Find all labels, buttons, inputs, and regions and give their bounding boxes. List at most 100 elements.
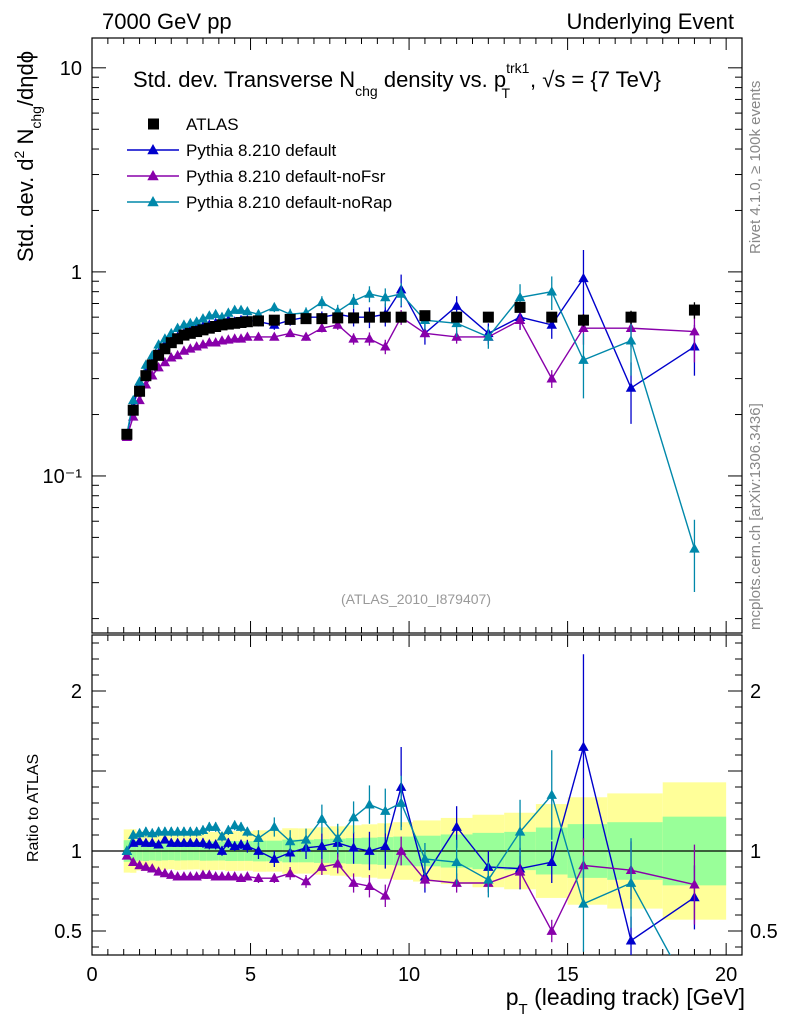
ratio-point-pythia-8-210-default — [364, 845, 375, 855]
data-point-pythia-8-210-default-norap — [197, 313, 209, 323]
data-point-pythia-8-210-default-norap — [210, 308, 221, 319]
data-point-atlas — [379, 311, 391, 323]
ratio-point-pythia-8-210-default-norap — [269, 821, 280, 831]
ratio-point-pythia-8-210-default-nofsr — [153, 866, 164, 876]
data-point-pythia-8-210-default-norap — [223, 307, 234, 317]
data-point-pythia-8-210-default — [625, 382, 637, 392]
ratio-point-pythia-8-210-default-norap — [223, 824, 234, 835]
plot-frames — [91, 37, 743, 956]
data-point-atlas — [134, 385, 146, 397]
data-point-atlas — [395, 311, 407, 323]
data-point-pythia-8-210-default-norap — [269, 301, 280, 312]
data-point-pythia-8-210-default-nofsr — [284, 327, 296, 338]
data-point-atlas — [316, 313, 328, 325]
data-point-atlas — [203, 322, 215, 334]
ratio-point-pythia-8-210-default-nofsr — [689, 879, 700, 889]
header-left: 7000 GeV pp — [102, 9, 232, 34]
ratio-point-pythia-8-210-default-nofsr — [380, 890, 391, 900]
data-point-atlas — [184, 327, 196, 339]
ratio-point-pythia-8-210-default — [147, 837, 158, 847]
ratio-point-pythia-8-210-default-nofsr — [242, 871, 253, 881]
data-point-atlas — [191, 326, 203, 338]
data-point-atlas — [178, 329, 190, 341]
ratio-point-pythia-8-210-default-nofsr — [269, 872, 280, 883]
data-point-pythia-8-210-default-norap — [483, 331, 494, 341]
ratio-point-pythia-8-210-default-norap — [197, 824, 209, 835]
ratio-point-pythia-8-210-default — [269, 853, 280, 863]
data-point-atlas — [159, 343, 171, 355]
ratio-point-pythia-8-210-default-nofsr — [204, 869, 215, 879]
ratio-tick-label: 2 — [71, 681, 82, 703]
main-plot-frame — [91, 37, 743, 634]
ratio-tick-label: 1 — [71, 841, 82, 863]
chart-title: Std. dev. Transverse Nchg density vs. pt… — [133, 60, 661, 101]
ratio-point-pythia-8-210-default-norap — [229, 819, 240, 830]
ratio-point-pythia-8-210-default — [197, 837, 209, 847]
ratio-point-pythia-8-210-default-norap — [235, 821, 247, 831]
ratio-point-pythia-8-210-default-nofsr — [364, 880, 375, 891]
ratio-point-pythia-8-210-default-nofsr — [348, 877, 359, 887]
ratio-point-pythia-8-210-default-norap — [316, 813, 328, 823]
ratio-point-pythia-8-210-default — [210, 839, 221, 849]
ratio-tick-label-right: 1 — [750, 841, 761, 863]
ratio-uncertainty-bands — [92, 782, 742, 920]
data-point-atlas — [235, 316, 247, 328]
series-line-pythia-8-210-default-nofsr — [126, 316, 695, 438]
y-tick-label: 10 — [60, 58, 82, 80]
ratio-point-pythia-8-210-default-norap — [242, 826, 253, 836]
data-point-pythia-8-210-default-nofsr — [578, 322, 589, 333]
ratio-point-pythia-8-210-default-nofsr — [332, 858, 343, 868]
ratio-point-pythia-8-210-default — [451, 821, 462, 831]
data-point-atlas — [482, 311, 494, 323]
ratio-point-pythia-8-210-default-nofsr — [253, 872, 264, 883]
ratio-point-pythia-8-210-default-norap — [284, 835, 296, 846]
ratio-tick-label-right: 2 — [750, 681, 761, 703]
data-point-atlas — [216, 319, 228, 331]
ratio-point-pythia-8-210-default-norap — [348, 811, 359, 822]
ratio-point-pythia-8-210-default-norap — [451, 856, 462, 867]
y-tick-label: 10⁻¹ — [43, 466, 83, 488]
data-point-atlas — [241, 316, 253, 328]
ratio-point-pythia-8-210-default — [159, 834, 171, 844]
data-point-atlas — [127, 404, 139, 416]
legend-marker — [147, 144, 159, 155]
ratio-point-pythia-8-210-default-norap — [483, 874, 494, 884]
ratio-point-pythia-8-210-default-nofsr — [514, 866, 526, 876]
ratio-point-pythia-8-210-default-norap — [332, 832, 343, 843]
data-point-pythia-8-210-default-norap — [316, 296, 328, 307]
data-point-pythia-8-210-default-nofsr — [689, 326, 700, 336]
x-tick-label: 15 — [556, 964, 578, 986]
ratio-point-pythia-8-210-default — [235, 839, 247, 849]
data-point-atlas — [546, 311, 558, 323]
ratio-point-pythia-8-210-default-norap — [121, 845, 133, 855]
data-point-pythia-8-210-default-nofsr — [300, 331, 312, 341]
data-point-atlas — [222, 318, 234, 330]
x-tick-label: 0 — [86, 964, 97, 986]
ratio-plot-frame — [91, 634, 743, 956]
data-point-pythia-8-210-default-nofsr — [419, 327, 431, 338]
data-point-pythia-8-210-default-nofsr — [253, 331, 264, 341]
ratio-point-pythia-8-210-default — [223, 837, 234, 847]
data-point-atlas — [332, 312, 344, 324]
ratio-point-pythia-8-210-default-nofsr — [127, 856, 139, 867]
data-point-atlas — [229, 317, 241, 329]
ratio-point-pythia-8-210-default-norap — [216, 831, 228, 841]
data-point-atlas — [121, 428, 133, 440]
data-point-atlas — [153, 349, 165, 361]
y-axis-label: Std. dev. d2 Nchg/dηdϕ — [11, 51, 44, 262]
ratio-point-pythia-8-210-default-norap — [419, 853, 431, 863]
data-point-atlas — [419, 310, 431, 322]
data-point-pythia-8-210-default-norap — [364, 288, 375, 298]
data-point-pythia-8-210-default-nofsr — [380, 341, 391, 351]
ratio-point-pythia-8-210-default-norap — [253, 832, 264, 843]
ratio-axis-label: Ratio to ATLAS — [25, 754, 42, 862]
ratio-point-pythia-8-210-default-norap — [578, 898, 589, 908]
data-point-atlas — [252, 315, 264, 327]
ratio-point-pythia-8-210-default — [253, 845, 264, 855]
legend-marker-data — [148, 118, 159, 130]
data-point-pythia-8-210-default-norap — [514, 291, 526, 302]
ratio-tick-label: 0.5 — [54, 921, 82, 943]
data-point-atlas — [284, 313, 296, 325]
data-point-pythia-8-210-default-nofsr — [172, 349, 183, 360]
